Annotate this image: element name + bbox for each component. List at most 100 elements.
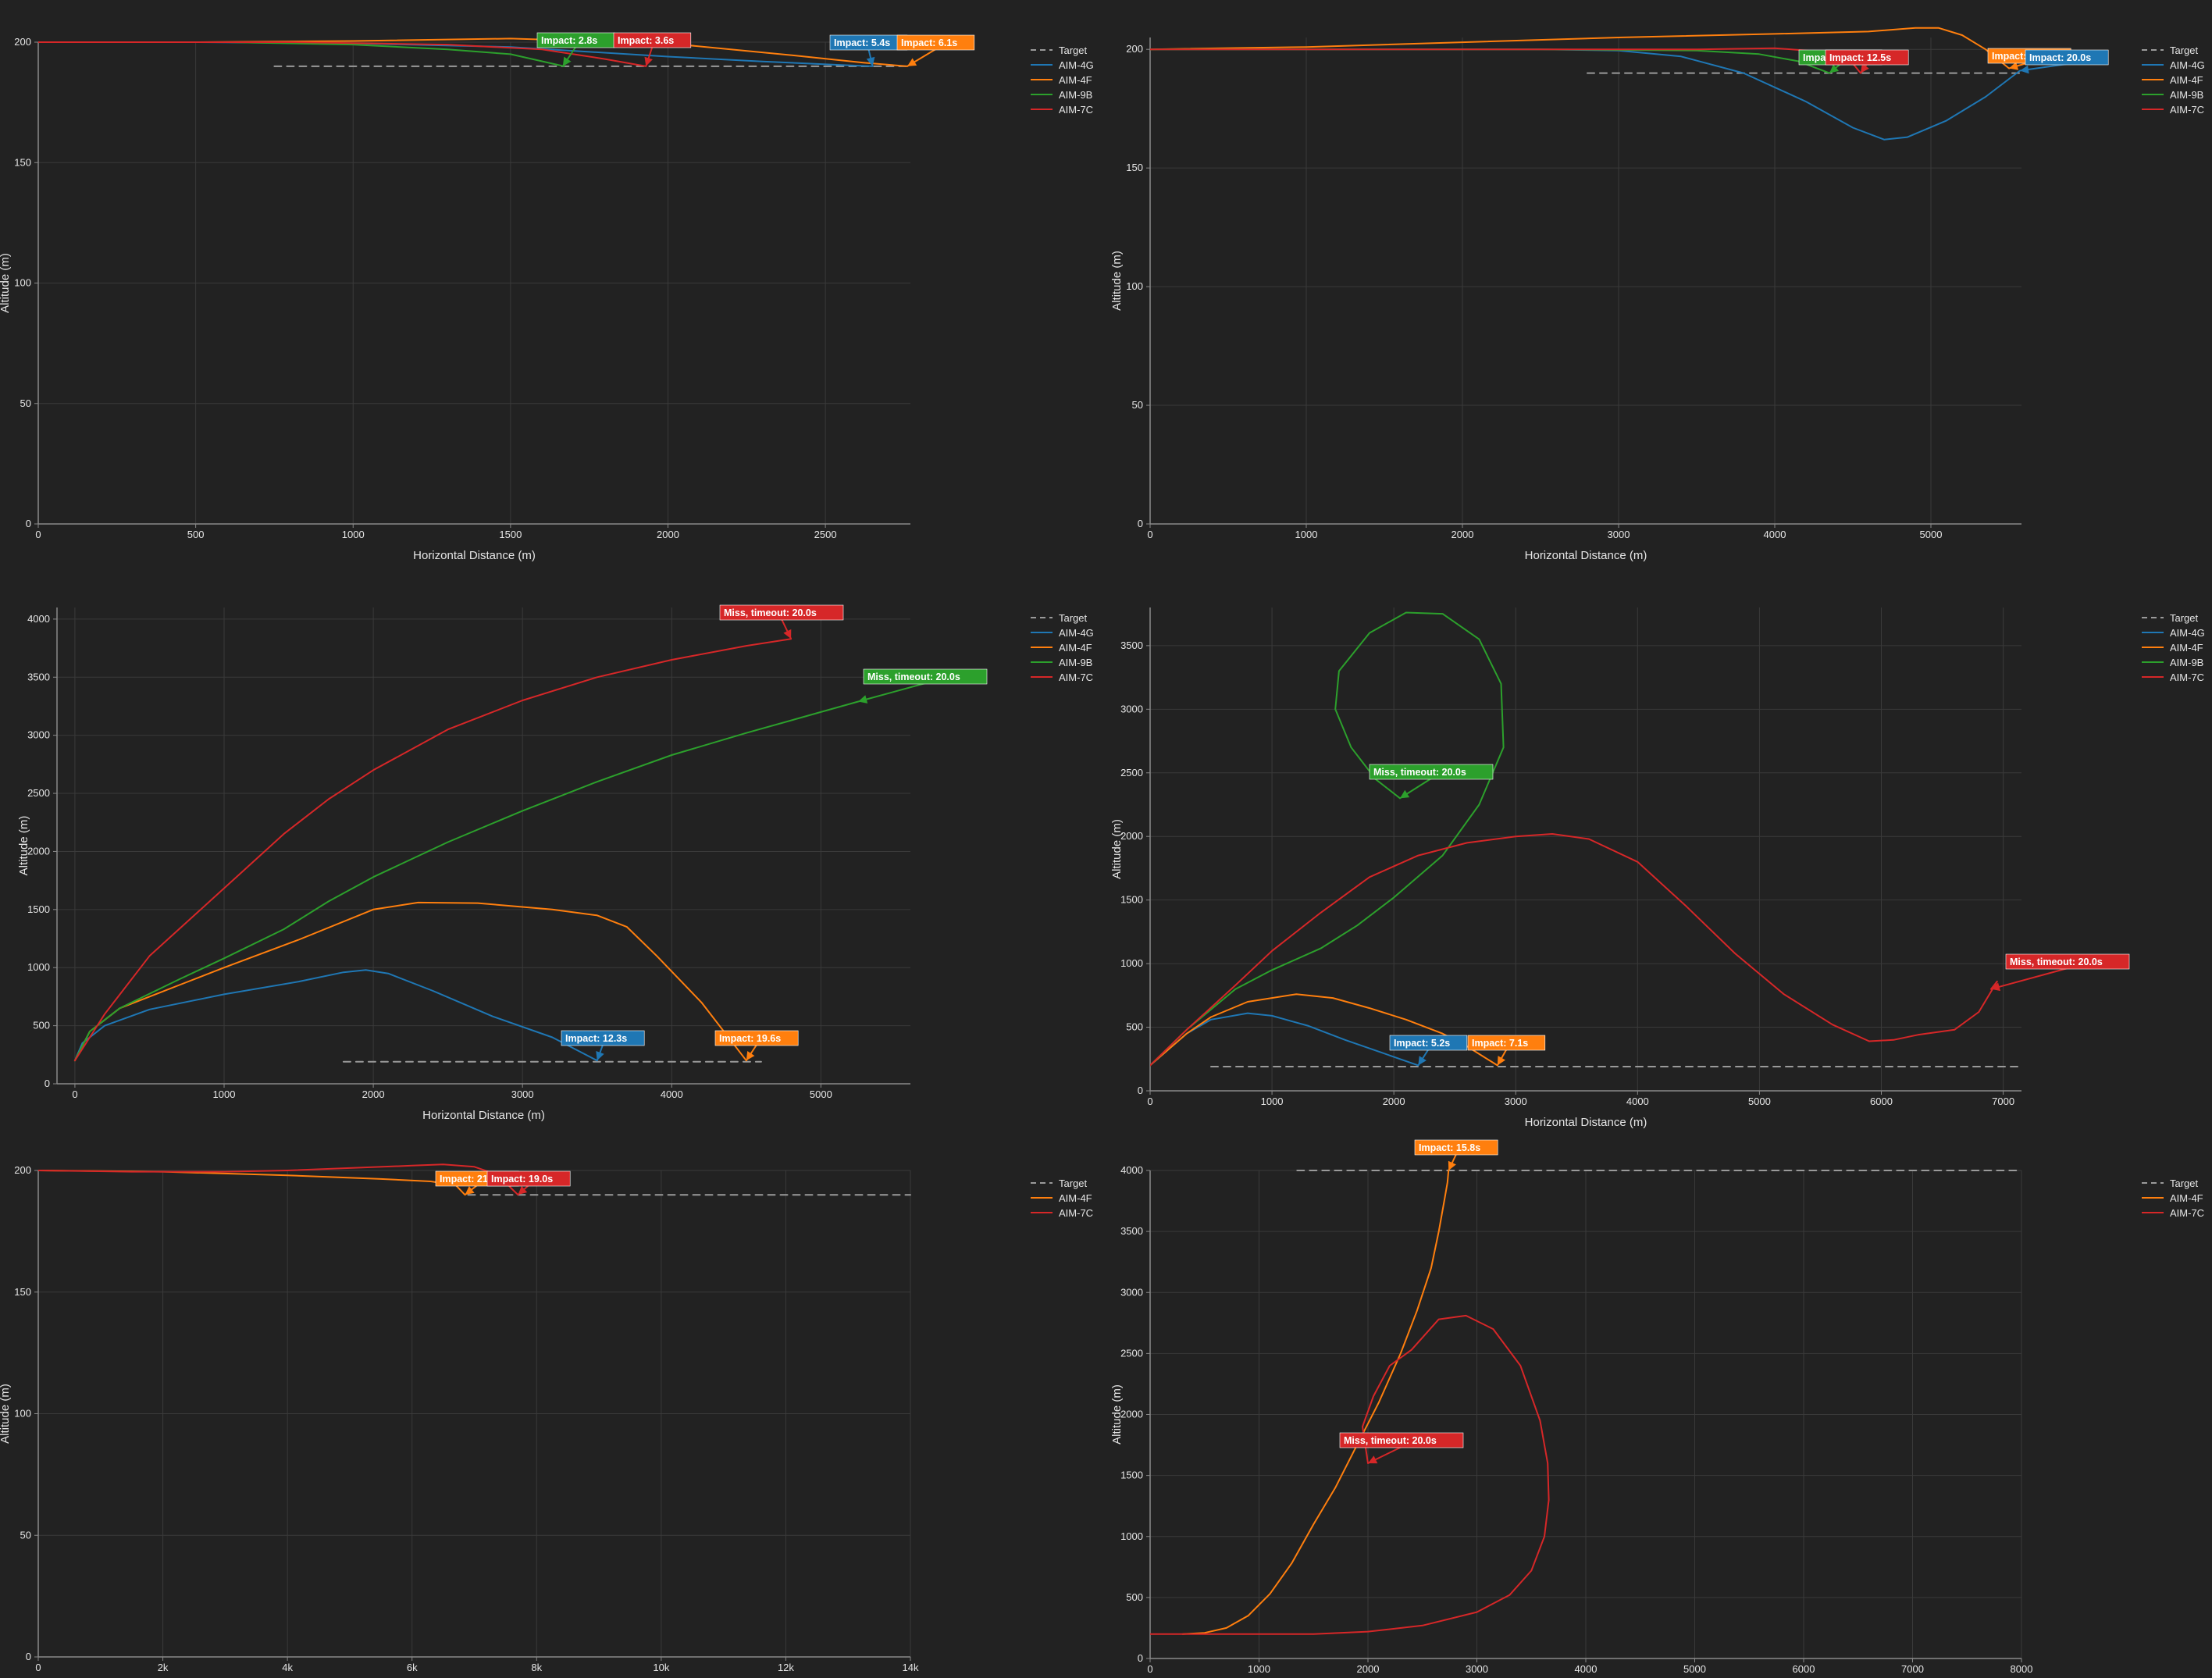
x-tick-label: 6000 xyxy=(1793,1663,1815,1675)
annotation-box xyxy=(1414,1139,1498,1156)
annotation-arrowhead xyxy=(1497,1056,1505,1066)
y-tick-label: 100 xyxy=(1126,280,1143,292)
x-tick-label: 2000 xyxy=(1383,1096,1405,1107)
x-tick-label: 14k xyxy=(903,1662,919,1673)
chart-2: 0 1000 2000 3000 4000 5000 0 50 100 150 200 Horizon… xyxy=(1110,27,2205,562)
annotation-arrowhead xyxy=(562,56,572,66)
x-tick-label: 3000 xyxy=(1466,1663,1488,1675)
x-tick-label: 0 xyxy=(1147,529,1152,540)
y-tick-label: 2500 xyxy=(1120,1347,1143,1359)
y-tick-label: 200 xyxy=(14,36,31,48)
annotation-label: Impact: 5.2s xyxy=(1394,1038,1450,1049)
y-tick-label: 50 xyxy=(1132,399,1143,411)
x-tick-label: 1000 xyxy=(1248,1663,1270,1675)
x-tick-label: 2000 xyxy=(1452,529,1474,540)
legend-label-aim-7c: AIM-7C xyxy=(2170,104,2204,116)
legend-label-aim-7c: AIM-7C xyxy=(1059,1207,1093,1219)
legend-label-aim-7c: AIM-7C xyxy=(2170,672,2204,683)
y-tick-label: 3500 xyxy=(1120,639,1143,651)
legend-label-target: Target xyxy=(2170,612,2199,624)
legend-label-aim-4f: AIM-4F xyxy=(1059,642,1092,654)
annotation-label: Impact: 12.5s xyxy=(1829,52,1891,63)
annotation-arrowhead xyxy=(1448,1160,1456,1170)
y-tick-label: 0 xyxy=(1138,518,1143,529)
y-tick-label: 4000 xyxy=(27,613,50,625)
chart-4: 0 1000 2000 3000 4000 5000 6000 7000 0 500 1000 150… xyxy=(1110,607,2205,1129)
series-line-aim-7c xyxy=(73,638,793,1062)
annotation-arrowhead xyxy=(1418,1056,1427,1066)
x-tick-label: 6000 xyxy=(1870,1096,1893,1107)
legend-label-target: Target xyxy=(1059,45,1088,56)
annotation-arrowhead xyxy=(644,56,653,66)
x-tick-label: 1000 xyxy=(213,1088,236,1100)
x-tick-label: 1000 xyxy=(342,529,365,540)
legend-label-aim-4g: AIM-4G xyxy=(1059,627,1094,639)
annotation-box xyxy=(863,668,988,685)
series-line-aim-9b xyxy=(73,700,860,1062)
y-tick-label: 2500 xyxy=(27,787,50,799)
x-tick-label: 500 xyxy=(187,529,205,540)
annotation-label: Impact: 6.1s xyxy=(901,37,957,48)
annotation-label: Impact: 12.3s xyxy=(565,1033,627,1044)
series-line-aim-7c xyxy=(38,41,647,67)
x-tick-label: 2000 xyxy=(362,1088,385,1100)
annotation-arrowhead xyxy=(783,629,792,639)
series-line-aim-7c xyxy=(1150,47,1861,74)
series-line-aim-4f xyxy=(73,901,747,1062)
annotation-label: Miss, timeout: 20.0s xyxy=(2010,957,2103,967)
x-tick-label: 6k xyxy=(407,1662,418,1673)
y-tick-label: 50 xyxy=(20,397,31,409)
y-tick-label: 2000 xyxy=(27,845,50,857)
annotation-label: Miss, timeout: 20.0s xyxy=(1344,1435,1437,1446)
legend-label-aim-9b: AIM-9B xyxy=(1059,657,1092,668)
annotation-arrowhead xyxy=(746,1051,755,1061)
series-line-aim-4f xyxy=(38,1170,466,1196)
legend-label-aim-4g: AIM-4G xyxy=(1059,59,1094,71)
y-tick-label: 500 xyxy=(1126,1591,1143,1603)
x-tick-label: 5000 xyxy=(1920,529,1943,540)
legend-label-aim-4f: AIM-4F xyxy=(2170,74,2203,86)
x-axis-label: Horizontal Distance (m) xyxy=(422,1109,545,1122)
annotation-box xyxy=(613,32,692,48)
x-tick-label: 5000 xyxy=(1683,1663,1706,1675)
chart-6: 0 1000 2000 3000 4000 5000 6000 7000 8000 0 500 100… xyxy=(1110,1139,2204,1675)
x-axis-label: Horizontal Distance (m) xyxy=(1525,549,1647,562)
legend-label-aim-9b: AIM-9B xyxy=(2170,657,2203,668)
y-tick-label: 2000 xyxy=(1120,1409,1143,1420)
x-tick-label: 3000 xyxy=(1505,1096,1527,1107)
y-tick-label: 150 xyxy=(1126,162,1143,173)
annotation-arrowhead xyxy=(1990,982,2000,992)
annotation-arrowhead xyxy=(2020,65,2029,74)
legend-label-aim-9b: AIM-9B xyxy=(1059,89,1092,101)
annotation-box xyxy=(1467,1035,1546,1051)
annotation-arrowhead xyxy=(1861,63,1869,73)
y-tick-label: 0 xyxy=(26,518,31,529)
annotation-box xyxy=(714,1030,799,1046)
legend-label-aim-4f: AIM-4F xyxy=(1059,1192,1092,1204)
legend-label-aim-7c: AIM-7C xyxy=(1059,104,1093,116)
chart-1: 0 500 1000 1500 2000 2500 0 50 100 150 200 Horizont… xyxy=(0,32,1094,562)
annotation-arrowhead xyxy=(858,695,868,704)
annotation-label: Impact: 20.0s xyxy=(2029,52,2091,63)
annotation-label: Impact: 2.8s xyxy=(541,35,597,46)
x-tick-label: 4000 xyxy=(1626,1096,1649,1107)
y-tick-label: 50 xyxy=(20,1529,31,1541)
x-tick-label: 5000 xyxy=(1748,1096,1771,1107)
annotation-label: Miss, timeout: 20.0s xyxy=(724,607,817,618)
series-line-aim-4f xyxy=(1181,1170,1450,1635)
y-tick-label: 100 xyxy=(14,277,31,289)
series-line-aim-4f xyxy=(1150,27,2010,69)
y-tick-label: 0 xyxy=(1138,1085,1143,1096)
annotation-box xyxy=(1389,1035,1468,1051)
legend-label-target: Target xyxy=(2170,1177,2199,1189)
annotation-box xyxy=(896,34,975,51)
y-tick-label: 3000 xyxy=(1120,1286,1143,1298)
y-tick-label: 0 xyxy=(1138,1652,1143,1664)
annotation-label: Impact: 15.8s xyxy=(1419,1142,1480,1153)
series-line-aim-4f xyxy=(1150,993,1498,1067)
annotation-box xyxy=(2025,49,2109,66)
legend-label-aim-4f: AIM-4F xyxy=(2170,1192,2203,1204)
annotation-label: Impact: 7.1s xyxy=(1472,1038,1528,1049)
y-tick-label: 200 xyxy=(14,1164,31,1176)
